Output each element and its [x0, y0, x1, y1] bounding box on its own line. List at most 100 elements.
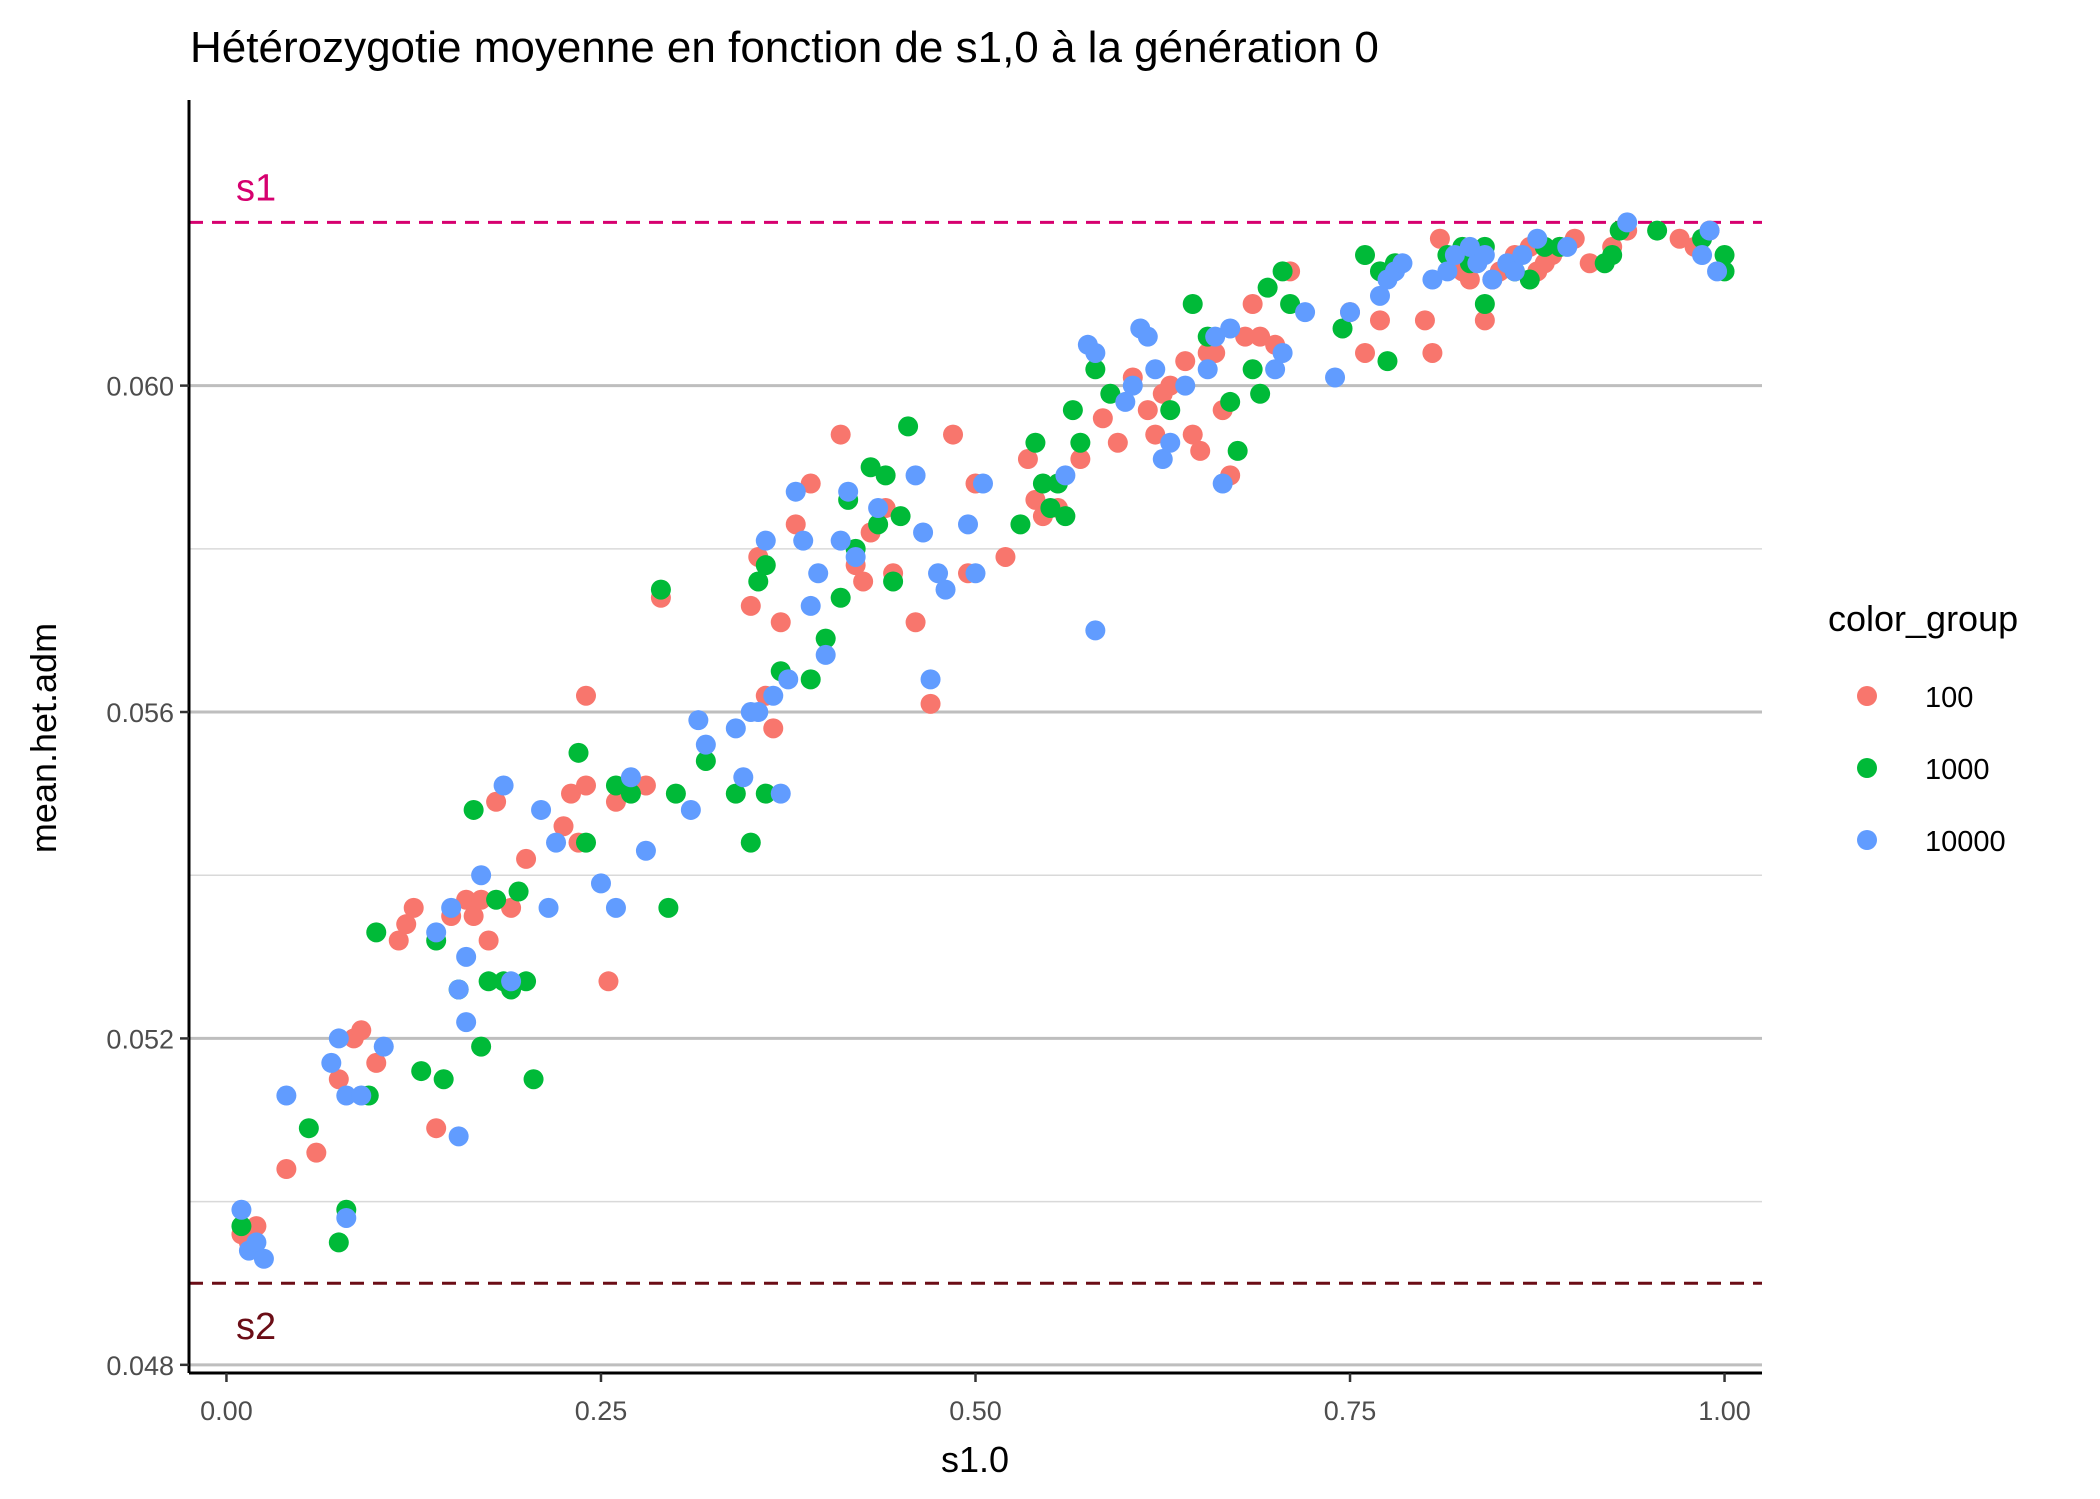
data-point [695, 734, 716, 755]
data-point [523, 1069, 544, 1090]
data-point [590, 873, 611, 894]
data-point [463, 799, 484, 820]
data-point [748, 571, 769, 592]
data-point [1137, 400, 1158, 421]
data-point [845, 546, 866, 567]
data-point [1160, 375, 1181, 396]
data-point [351, 1085, 372, 1106]
data-point [388, 930, 409, 951]
data-point [935, 579, 956, 600]
reference-label-s1: s1 [236, 167, 276, 209]
data-point [1377, 351, 1398, 372]
data-point [605, 791, 626, 812]
y-tick-label: 0.056 [106, 698, 174, 728]
data-point [486, 889, 507, 910]
data-point [650, 579, 671, 600]
data-points [231, 212, 1735, 1269]
data-point [456, 946, 477, 967]
data-point [1182, 294, 1203, 315]
x-tick-label: 0.00 [200, 1396, 253, 1426]
data-point [1145, 359, 1166, 380]
data-point [366, 922, 387, 943]
data-point [808, 563, 829, 584]
data-point [1272, 342, 1293, 363]
data-point [1242, 359, 1263, 380]
data-point [1205, 326, 1226, 347]
data-point [1280, 294, 1301, 315]
data-point [1025, 489, 1046, 510]
data-point [1160, 400, 1181, 421]
data-point [1429, 228, 1450, 249]
data-point [913, 522, 934, 543]
data-point [575, 685, 596, 706]
data-point [276, 1158, 297, 1179]
x-tick-label: 0.75 [1324, 1396, 1377, 1426]
data-point [575, 775, 596, 796]
data-point [905, 465, 926, 486]
data-point [1459, 236, 1480, 257]
data-point [231, 1216, 252, 1237]
data-point [1160, 432, 1181, 453]
data-point [321, 1052, 342, 1073]
data-point [501, 897, 522, 918]
series-1000 [231, 220, 1735, 1253]
data-point [478, 971, 499, 992]
data-point [1175, 351, 1196, 372]
data-point [1707, 261, 1728, 282]
data-point [770, 612, 791, 633]
data-point [456, 1012, 477, 1033]
data-point [830, 530, 851, 551]
data-point [396, 914, 417, 935]
data-point [1062, 400, 1083, 421]
data-point [898, 416, 919, 437]
data-point [815, 644, 836, 665]
data-point [958, 514, 979, 535]
legend-title: color_group [1828, 598, 2018, 639]
data-point [830, 587, 851, 608]
data-point [733, 767, 754, 788]
data-point [246, 1232, 267, 1253]
data-point [1474, 245, 1495, 266]
data-point [441, 897, 462, 918]
data-point [1669, 228, 1690, 249]
data-point [1474, 310, 1495, 331]
data-point [755, 555, 776, 576]
data-point [800, 669, 821, 690]
data-point [306, 1142, 327, 1163]
data-point [740, 595, 761, 616]
data-point [770, 783, 791, 804]
data-point [838, 481, 859, 502]
data-point [501, 971, 522, 992]
x-tick-label: 0.50 [949, 1396, 1002, 1426]
x-tick-label: 0.25 [575, 1396, 628, 1426]
data-point [426, 1118, 447, 1139]
data-point [1182, 424, 1203, 445]
x-axis-title: s1.0 [941, 1439, 1009, 1480]
data-point [890, 506, 911, 527]
data-point [1070, 449, 1091, 470]
data-point [680, 799, 701, 820]
legend-key-10000 [1857, 830, 1877, 850]
data-point [725, 718, 746, 739]
data-point [1100, 383, 1121, 404]
data-point [853, 571, 874, 592]
data-point [1137, 326, 1158, 347]
data-point [553, 816, 574, 837]
data-point [516, 848, 537, 869]
data-point [928, 563, 949, 584]
data-point [658, 897, 679, 918]
data-point [1152, 449, 1173, 470]
data-point [972, 473, 993, 494]
data-point [605, 775, 626, 796]
legend-key-1000 [1857, 758, 1877, 778]
data-point [1257, 277, 1278, 298]
data-point [336, 1207, 357, 1228]
data-point [493, 775, 514, 796]
data-point [868, 498, 889, 519]
data-point [478, 930, 499, 951]
data-point [1369, 285, 1390, 306]
data-point [1070, 432, 1091, 453]
data-point [253, 1248, 274, 1269]
data-point [1579, 253, 1600, 274]
reference-label-s2: s2 [236, 1306, 276, 1348]
